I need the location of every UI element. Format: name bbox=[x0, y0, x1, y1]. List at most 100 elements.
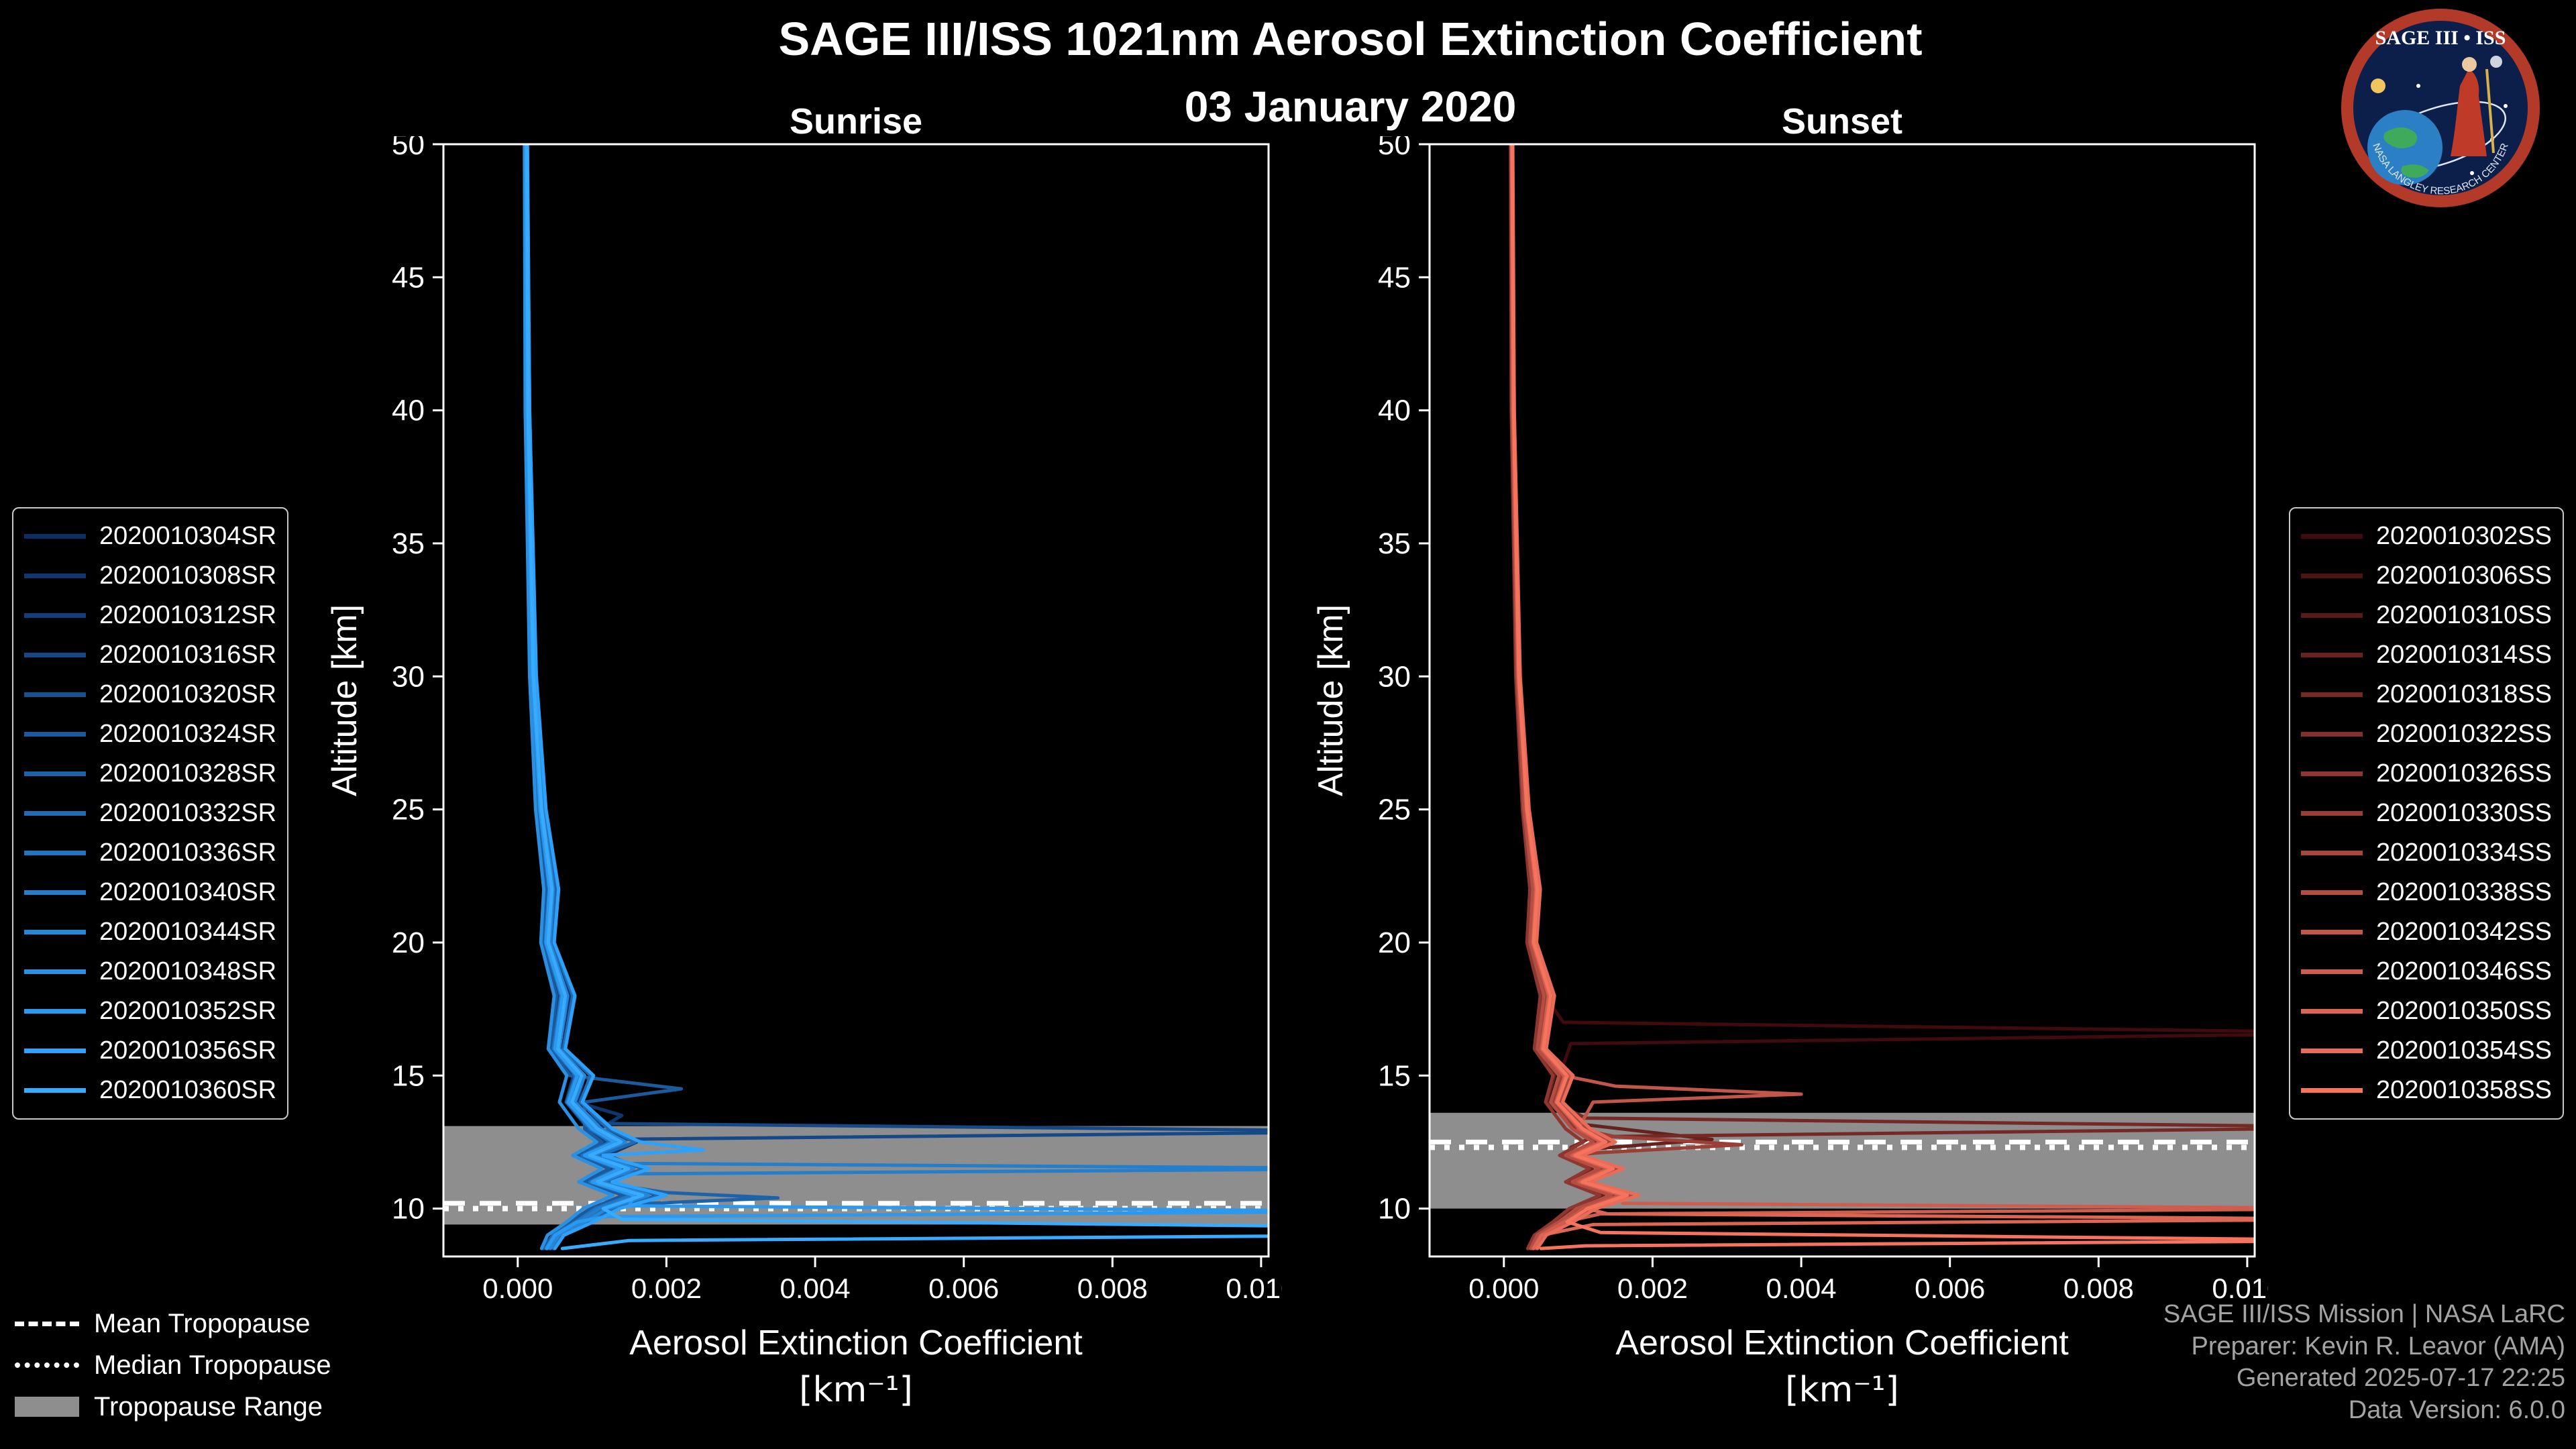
x-axis-label: Aerosol Extinction Coefficient bbox=[1615, 1324, 2069, 1362]
legend-line-swatch bbox=[24, 930, 86, 934]
profile-2020010302SS bbox=[1509, 144, 2255, 1250]
y-tick-label: 40 bbox=[1378, 394, 1411, 427]
y-tick-label: 15 bbox=[392, 1059, 425, 1092]
x-tick-label: 0.008 bbox=[2063, 1273, 2134, 1304]
profile-2020010354SS bbox=[1511, 144, 1641, 1250]
legend-line-swatch bbox=[2300, 1088, 2363, 1093]
legend-label: 2020010350SS bbox=[2375, 997, 2552, 1025]
x-tick-label: 0.006 bbox=[928, 1273, 999, 1304]
legend-label: 2020010306SS bbox=[2375, 561, 2552, 590]
legend-label: 2020010320SR bbox=[99, 680, 277, 708]
dotted-line-swatch bbox=[15, 1362, 79, 1368]
legend-item-2020010360SR: 2020010360SR bbox=[24, 1071, 276, 1110]
legend-line-swatch bbox=[2300, 732, 2363, 737]
legend-item-2020010304SR: 2020010304SR bbox=[24, 517, 276, 556]
legend-label: 2020010310SS bbox=[2375, 601, 2552, 629]
tropopause-legend: Mean Tropopause Median Tropopause Tropop… bbox=[15, 1303, 331, 1428]
legend-line-swatch bbox=[24, 653, 86, 657]
legend-item-2020010316SR: 2020010316SR bbox=[24, 635, 276, 675]
x-tick-label: 0.000 bbox=[482, 1273, 553, 1304]
y-axis-label: Altitude [km] bbox=[325, 604, 364, 796]
legend-label: 2020010354SS bbox=[2375, 1036, 2552, 1065]
legend-item-2020010326SS: 2020010326SS bbox=[2300, 754, 2552, 794]
legend-line-swatch bbox=[24, 574, 86, 578]
y-axis-label: Altitude [km] bbox=[1311, 604, 1350, 796]
y-tick-label: 25 bbox=[392, 794, 425, 826]
legend-item-2020010352SR: 2020010352SR bbox=[24, 991, 276, 1031]
legend-line-swatch bbox=[24, 692, 86, 697]
profile-2020010314SS bbox=[1509, 144, 1714, 1250]
figure-date: 03 January 2020 bbox=[1184, 83, 1517, 131]
legend-item-2020010338SS: 2020010338SS bbox=[2300, 873, 2552, 912]
legend-line-swatch bbox=[2300, 653, 2363, 657]
legend-item-2020010350SS: 2020010350SS bbox=[2300, 991, 2552, 1031]
legend-item-2020010324SR: 2020010324SR bbox=[24, 714, 276, 754]
profile-2020010334SS bbox=[1510, 144, 1635, 1250]
legend-line-swatch bbox=[2300, 534, 2363, 539]
credit-generated: Generated 2025-07-17 22:25 bbox=[2236, 1364, 2565, 1392]
profile-2020010360SR bbox=[525, 144, 1269, 1250]
y-tick-label: 50 bbox=[392, 136, 425, 161]
legend-label: 2020010302SS bbox=[2375, 522, 2552, 550]
dashed-line-swatch bbox=[15, 1321, 79, 1326]
legend-label: 2020010312SR bbox=[99, 601, 277, 629]
robed-figure bbox=[2451, 69, 2487, 156]
legend-item-2020010302SS: 2020010302SS bbox=[2300, 517, 2552, 556]
legend-line-swatch bbox=[24, 1009, 86, 1014]
legend-item-2020010308SR: 2020010308SR bbox=[24, 556, 276, 596]
legend-line-swatch bbox=[2300, 613, 2363, 618]
legend-line-swatch bbox=[2300, 1009, 2363, 1014]
legend-item-2020010328SR: 2020010328SR bbox=[24, 754, 276, 794]
x-tick-label: 0.002 bbox=[631, 1273, 702, 1304]
legend-item-2020010354SS: 2020010354SS bbox=[2300, 1031, 2552, 1071]
y-tick-label: 35 bbox=[1378, 527, 1411, 560]
sunset-plot: 0.0000.0020.0040.0060.0080.0101015202530… bbox=[1242, 128, 2282, 1421]
legend-item-2020010312SR: 2020010312SR bbox=[24, 596, 276, 635]
legend-item-2020010330SS: 2020010330SS bbox=[2300, 794, 2552, 833]
legend-item-2020010356SR: 2020010356SR bbox=[24, 1031, 276, 1071]
legend-line-swatch bbox=[24, 1049, 86, 1053]
y-tick-label: 30 bbox=[1378, 660, 1411, 693]
credit-preparer: Preparer: Kevin R. Leavor (AMA) bbox=[2191, 1332, 2565, 1360]
legend-label: 2020010314SS bbox=[2375, 641, 2552, 669]
credits-block: SAGE III/ISS Mission | NASA LaRC Prepare… bbox=[2163, 1299, 2565, 1426]
legend-item-2020010342SS: 2020010342SS bbox=[2300, 912, 2552, 952]
legend-item-2020010310SS: 2020010310SS bbox=[2300, 596, 2552, 635]
legend-line-swatch bbox=[24, 969, 86, 974]
profile-2020010352SR bbox=[524, 144, 1269, 1250]
plot-border bbox=[1428, 143, 2256, 1258]
legend-label: 2020010326SS bbox=[2375, 759, 2552, 788]
sun-icon bbox=[2371, 78, 2385, 93]
legend-label: 2020010344SR bbox=[99, 918, 277, 946]
sunrise-legend: 2020010304SR 2020010308SR 2020010312SR 2020… bbox=[12, 507, 289, 1120]
sage-iii-iss-logo: SAGE III • ISS NASA LANGLEY RESEARCH CEN… bbox=[2338, 5, 2543, 214]
y-tick-label: 25 bbox=[1378, 794, 1411, 826]
tropopause-range-band bbox=[1430, 1112, 2255, 1209]
mean-tropopause-legend-item: Mean Tropopause bbox=[15, 1303, 331, 1344]
y-tick-label: 45 bbox=[392, 261, 425, 294]
legend-label: 2020010330SS bbox=[2375, 799, 2552, 827]
profile-2020010350SS bbox=[1510, 144, 2255, 1250]
sunset-panel-title: Sunset bbox=[1781, 101, 1903, 142]
legend-label: 2020010304SR bbox=[99, 522, 277, 550]
x-tick-label: 0.004 bbox=[1766, 1273, 1837, 1304]
legend-line-swatch bbox=[2300, 1049, 2363, 1053]
legend-item-2020010336SR: 2020010336SR bbox=[24, 833, 276, 873]
profile-2020010346SS bbox=[1510, 144, 2255, 1250]
legend-label: 2020010328SR bbox=[99, 759, 277, 788]
legend-line-swatch bbox=[2300, 574, 2363, 578]
y-tick-label: 35 bbox=[392, 527, 425, 560]
legend-item-2020010358SS: 2020010358SS bbox=[2300, 1071, 2552, 1110]
legend-label: 2020010332SR bbox=[99, 799, 277, 827]
gray-patch-swatch bbox=[15, 1397, 79, 1417]
profile-2020010348SR bbox=[523, 144, 615, 1250]
legend-item-2020010314SS: 2020010314SS bbox=[2300, 635, 2552, 675]
legend-label: 2020010316SR bbox=[99, 641, 277, 669]
legend-label: 2020010358SS bbox=[2375, 1076, 2552, 1104]
profile-2020010330SS bbox=[1509, 144, 1743, 1250]
legend-line-swatch bbox=[2300, 930, 2363, 934]
profile-2020010324SR bbox=[523, 144, 684, 1250]
legend-line-swatch bbox=[24, 811, 86, 816]
legend-item-2020010306SS: 2020010306SS bbox=[2300, 556, 2552, 596]
legend-line-swatch bbox=[2300, 890, 2363, 895]
